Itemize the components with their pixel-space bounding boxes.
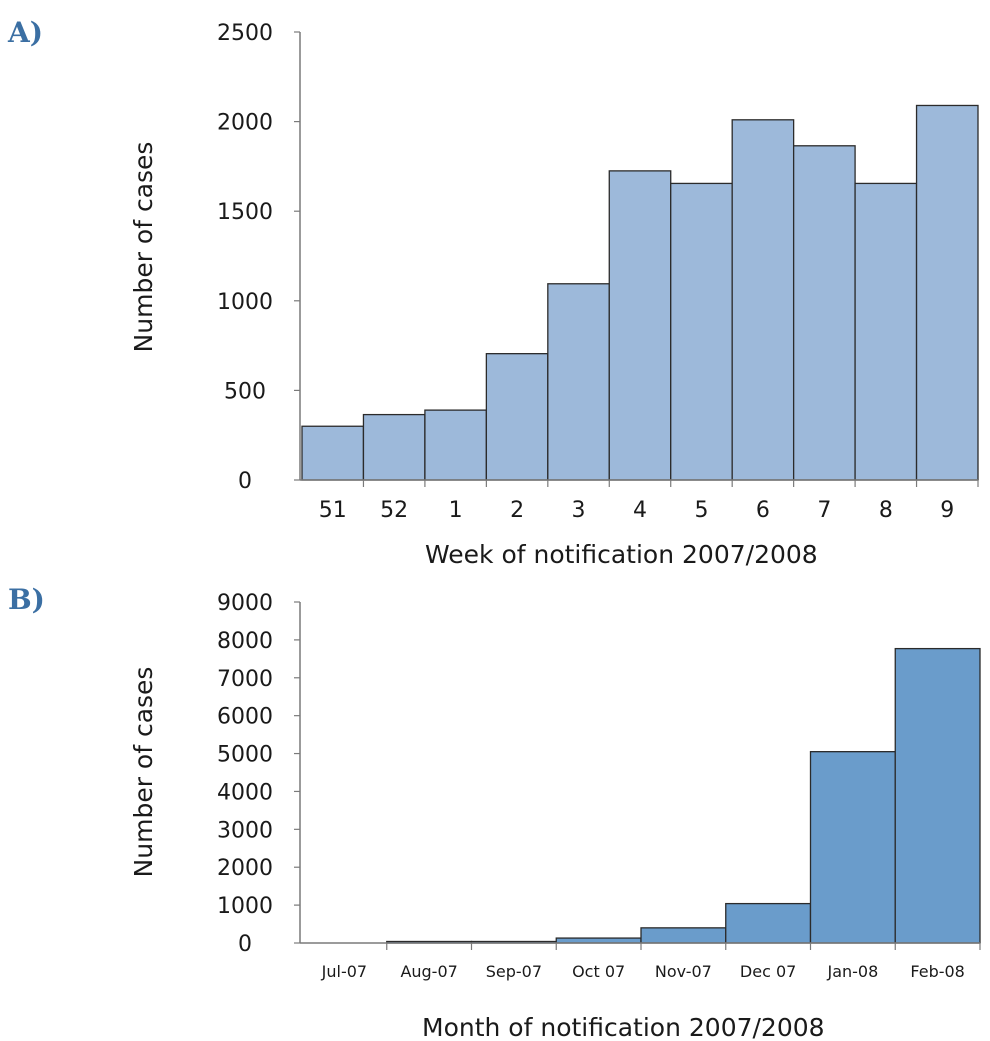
panel-a-x-axis-title: Week of notification 2007/2008 xyxy=(425,540,818,569)
panel-a-bar-9 xyxy=(915,104,979,481)
panel-a-x-tick-label: 4 xyxy=(633,498,647,523)
panel-b-y-tick-label: 1000 xyxy=(217,894,273,919)
panel-b-x-ticks: Jul-07 Aug-07 Sep-07 Oct 07 Nov-07 Dec 07 Jan-… xyxy=(321,943,981,981)
panel-a-y-ticks: 0 500 1000 1500 2000 2500 xyxy=(217,21,300,494)
chart-panel-b: B) Month of notification 2007/2008 Numbe… xyxy=(8,583,981,1041)
panel-a-x-tick-label: 51 xyxy=(319,498,347,523)
panel-a-bars xyxy=(301,104,979,481)
panel-a-bar-1 xyxy=(424,409,488,481)
panel-b-bar-Jan-08 xyxy=(809,751,896,944)
panel-a-bar-8 xyxy=(854,182,918,481)
panel-b-y-tick-label: 5000 xyxy=(217,743,273,768)
panel-b-x-axis-title: Month of notification 2007/2008 xyxy=(422,1013,825,1041)
panel-b-x-tick-label: Nov-07 xyxy=(655,962,712,981)
panel-a-bar-5 xyxy=(670,182,733,481)
panel-b-y-tick-label: 6000 xyxy=(217,705,273,730)
panel-b-x-tick-label: Jul-07 xyxy=(321,962,367,981)
panel-b-y-tick-label: 4000 xyxy=(217,780,273,805)
panel-a-x-tick-label: 2 xyxy=(510,498,524,523)
panel-b-y-tick-label: 0 xyxy=(238,932,252,957)
panel-a-x-tick-label: 6 xyxy=(756,498,770,523)
panel-a-bar-2 xyxy=(485,353,549,481)
panel-a-x-tick-label: 52 xyxy=(380,498,408,523)
panel-a-x-tick-label: 3 xyxy=(572,498,586,523)
panel-a-bar-52 xyxy=(362,413,426,481)
panel-b-label: B) xyxy=(8,583,45,616)
panel-b-y-tick-label: 2000 xyxy=(217,856,273,881)
panel-a-x-tick-label: 7 xyxy=(817,498,831,523)
panel-b-x-tick-label: Sep-07 xyxy=(486,962,542,981)
panel-a-y-tick-label: 1500 xyxy=(217,200,273,225)
panel-a-bar-4 xyxy=(608,170,672,481)
panel-b-bar-Nov-07 xyxy=(640,927,727,944)
panel-a-y-tick-label: 0 xyxy=(238,469,252,494)
panel-b-bars xyxy=(386,647,981,944)
panel-b-x-tick-label: Aug-07 xyxy=(400,962,457,981)
panel-a-y-tick-label: 500 xyxy=(224,379,266,404)
panel-a-bar-6 xyxy=(731,119,795,481)
panel-a-y-tick-label: 2000 xyxy=(217,111,273,136)
panel-b-y-tick-label: 3000 xyxy=(217,818,273,843)
panel-b-y-ticks: 0 1000 2000 3000 4000 5000 6000 7000 8000 9000 xyxy=(217,591,300,957)
panel-b-bar-Dec 07 xyxy=(725,902,812,944)
panel-a-x-tick-label: 9 xyxy=(940,498,954,523)
panel-b-y-tick-label: 9000 xyxy=(217,591,273,616)
panel-a-x-tick-label: 5 xyxy=(694,498,708,523)
panel-a-x-ticks: 51 52 1 2 3 4 5 6 7 8 9 xyxy=(319,480,979,523)
panel-b-x-tick-label: Feb-08 xyxy=(910,962,964,981)
panel-a-x-tick-label: 1 xyxy=(449,498,463,523)
panel-b-y-tick-label: 8000 xyxy=(217,629,273,654)
panel-a-bar-51 xyxy=(301,425,365,481)
panel-a-x-tick-label: 8 xyxy=(879,498,893,523)
panel-a-bar-7 xyxy=(792,145,856,481)
panel-a-label: A) xyxy=(7,16,43,49)
chart-panel-a: A) Week of notification 2007/2008 Number… xyxy=(7,16,979,569)
panel-b-bar-Feb-08 xyxy=(894,647,981,944)
panel-b-x-tick-label: Dec 07 xyxy=(740,962,796,981)
panel-b-y-axis-title: Number of cases xyxy=(129,667,158,878)
panel-b-x-tick-label: Jan-08 xyxy=(826,962,878,981)
panel-a-y-tick-label: 1000 xyxy=(217,290,273,315)
panel-a-bar-3 xyxy=(547,283,610,481)
panel-a-y-axis-title: Number of cases xyxy=(129,142,158,353)
panel-b-x-tick-label: Oct 07 xyxy=(572,962,625,981)
panel-a-y-tick-label: 2500 xyxy=(217,21,273,46)
panel-b-y-tick-label: 7000 xyxy=(217,667,273,692)
